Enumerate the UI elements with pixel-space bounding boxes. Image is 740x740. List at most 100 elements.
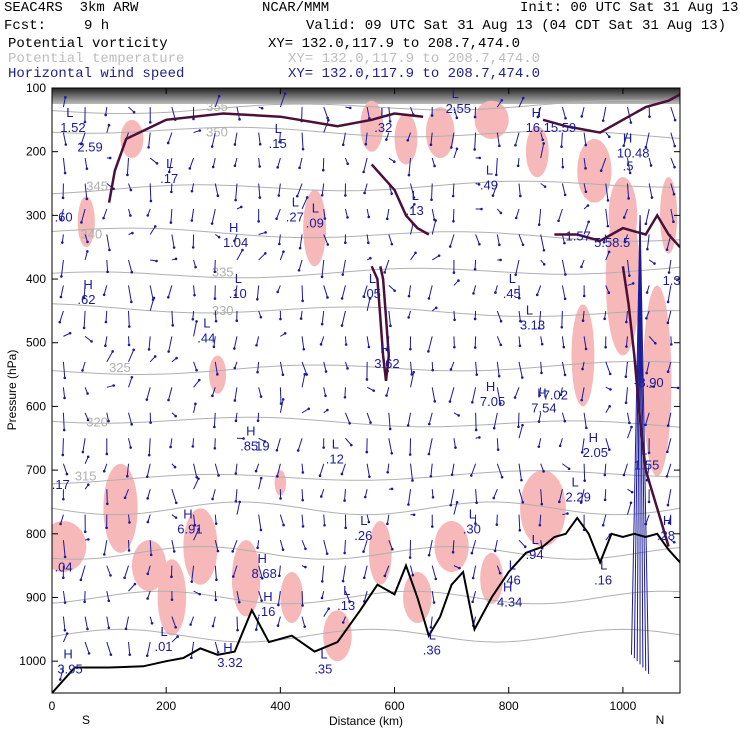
wind-arrowhead xyxy=(155,162,159,165)
wind-vector xyxy=(106,591,110,601)
wind-arrowhead xyxy=(654,341,657,345)
wind-vector xyxy=(666,463,672,477)
wind-arrowhead xyxy=(450,473,454,476)
wind-arrowhead xyxy=(492,426,496,430)
wind-vector xyxy=(255,616,260,630)
wind-arrowhead xyxy=(296,449,300,452)
wind-arrowhead xyxy=(427,452,431,456)
wind-arrowhead xyxy=(68,331,72,335)
extremum-label: H6.91 xyxy=(177,506,202,536)
wind-arrowhead xyxy=(153,355,157,358)
wind-arrowhead xyxy=(127,549,131,552)
extremum-mark: L xyxy=(509,557,516,572)
wind-arrowhead xyxy=(169,445,172,449)
wind-arrowhead xyxy=(521,423,524,427)
wind-arrowhead xyxy=(346,216,349,219)
wind-arrowhead xyxy=(152,296,156,300)
wind-arrowhead xyxy=(190,580,194,583)
wind-vector xyxy=(666,438,672,452)
wind-vector xyxy=(472,565,477,579)
wind-arrowhead xyxy=(276,166,279,169)
wind-arrowhead xyxy=(283,332,287,335)
wind-vector xyxy=(410,106,414,115)
wind-arrowhead xyxy=(233,366,237,370)
wind-vector xyxy=(214,95,220,108)
wind-arrowhead xyxy=(362,170,365,174)
wind-arrowhead xyxy=(393,289,396,292)
wind-vector xyxy=(258,387,262,397)
x-tick-label: 1000 xyxy=(610,699,637,713)
wind-arrowhead xyxy=(453,318,456,322)
wind-vector xyxy=(319,463,325,476)
wind-arrowhead xyxy=(149,421,152,424)
wind-arrowhead xyxy=(410,373,414,376)
wind-arrowhead xyxy=(63,396,66,400)
wind-vector xyxy=(496,361,500,377)
wind-vector xyxy=(515,208,520,219)
wind-arrowhead xyxy=(85,167,89,170)
wind-arrowhead xyxy=(521,243,525,247)
wind-vector xyxy=(540,336,543,345)
wind-vector xyxy=(256,285,260,300)
wind-arrowhead xyxy=(146,597,149,600)
wind-arrowhead xyxy=(452,271,456,274)
pv-shaded-region xyxy=(608,177,638,254)
wind-vector xyxy=(667,361,672,372)
wind-vector xyxy=(624,234,628,243)
wind-vector xyxy=(366,234,369,243)
init-time: Init: 00 UTC Sat 31 Aug 13 xyxy=(520,0,739,16)
wind-vector xyxy=(518,361,523,378)
extremum-mark: L xyxy=(526,303,533,318)
wind-arrowhead xyxy=(604,345,607,349)
wind-arrowhead xyxy=(540,342,544,346)
wind-vector-layer xyxy=(58,92,680,681)
wind-vector xyxy=(561,259,566,275)
wind-arrowhead xyxy=(64,96,67,99)
wind-vector xyxy=(514,132,520,146)
extremum-value: 2.55 xyxy=(446,101,471,116)
wind-arrowhead xyxy=(106,270,109,274)
wind-arrowhead xyxy=(259,476,263,480)
wind-vector xyxy=(539,387,542,396)
extremum-mark: H xyxy=(223,640,232,655)
wind-vector xyxy=(388,310,391,326)
wind-arrowhead xyxy=(320,275,324,279)
wind-arrowhead xyxy=(666,321,670,325)
wind-vector xyxy=(600,157,607,171)
wind-vector xyxy=(213,336,216,347)
wind-arrowhead xyxy=(130,270,134,274)
x-tick-label: 200 xyxy=(156,699,176,713)
extremum-label: L.49 xyxy=(480,163,498,193)
wind-arrowhead xyxy=(198,592,202,596)
wind-arrowhead xyxy=(629,501,633,505)
wind-vector xyxy=(668,259,672,273)
extremum-label: L.15 xyxy=(269,121,287,151)
wind-arrowhead xyxy=(234,198,237,202)
extremum-mark: L xyxy=(452,86,459,101)
wind-arrowhead xyxy=(231,550,235,553)
wind-arrowhead xyxy=(559,393,563,397)
wind-arrowhead xyxy=(542,470,545,473)
wind-arrowhead xyxy=(301,471,305,474)
wind-arrowhead xyxy=(607,291,611,295)
wind-vector xyxy=(581,438,585,453)
wind-arrowhead xyxy=(149,199,153,203)
pv-contour xyxy=(542,93,680,134)
wind-vector xyxy=(258,590,263,601)
wind-vector xyxy=(276,463,281,477)
wind-vector xyxy=(323,120,329,133)
theta-contour-355 xyxy=(52,99,680,115)
extremum-value: 6.91 xyxy=(177,521,202,536)
wind-arrowhead xyxy=(383,574,387,578)
extremum-mark: H xyxy=(537,385,546,400)
wind-vector xyxy=(257,412,260,421)
wind-arrowhead xyxy=(543,185,547,188)
wind-vector xyxy=(540,463,545,472)
wind-vector xyxy=(645,132,650,148)
wind-arrowhead xyxy=(216,650,220,654)
wind-vector xyxy=(257,361,260,373)
wind-vector xyxy=(128,540,130,551)
wind-arrowhead xyxy=(340,297,344,300)
wind-arrowhead xyxy=(63,601,67,604)
wind-vector xyxy=(323,208,326,219)
